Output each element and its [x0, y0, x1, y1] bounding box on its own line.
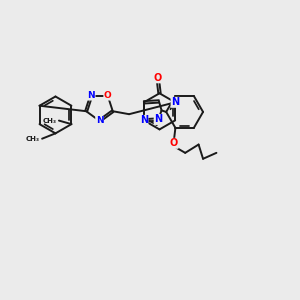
Text: O: O: [104, 91, 112, 100]
Text: N: N: [171, 97, 179, 107]
Text: CH₃: CH₃: [43, 118, 57, 124]
Text: CH₃: CH₃: [26, 136, 40, 142]
Text: O: O: [170, 138, 178, 148]
Text: N: N: [154, 115, 162, 124]
Text: N: N: [140, 116, 148, 125]
Text: N: N: [87, 91, 95, 100]
Text: O: O: [154, 73, 162, 83]
Text: N: N: [96, 116, 103, 125]
